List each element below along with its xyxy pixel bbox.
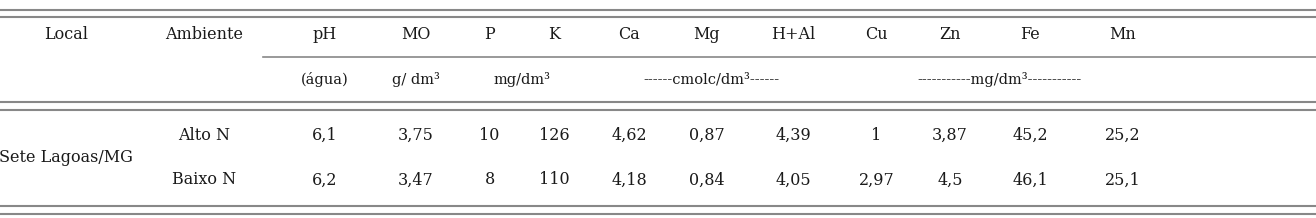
Text: pH: pH bbox=[313, 26, 337, 43]
Text: Baixo N: Baixo N bbox=[172, 171, 236, 188]
Text: Mn: Mn bbox=[1109, 26, 1136, 43]
Text: 4,39: 4,39 bbox=[775, 127, 812, 144]
Text: 6,2: 6,2 bbox=[312, 171, 338, 188]
Text: 10: 10 bbox=[479, 127, 500, 144]
Text: 46,1: 46,1 bbox=[1012, 171, 1049, 188]
Text: 0,87: 0,87 bbox=[688, 127, 725, 144]
Text: Mg: Mg bbox=[694, 26, 720, 43]
Text: -----------mg/dm³-----------: -----------mg/dm³----------- bbox=[917, 72, 1082, 87]
Text: P: P bbox=[484, 26, 495, 43]
Text: Sete Lagoas/MG: Sete Lagoas/MG bbox=[0, 149, 133, 166]
Text: Ca: Ca bbox=[619, 26, 640, 43]
Text: 3,75: 3,75 bbox=[397, 127, 434, 144]
Text: 25,1: 25,1 bbox=[1104, 171, 1141, 188]
Text: 2,97: 2,97 bbox=[858, 171, 895, 188]
Text: 110: 110 bbox=[538, 171, 570, 188]
Text: 45,2: 45,2 bbox=[1012, 127, 1049, 144]
Text: 4,62: 4,62 bbox=[611, 127, 647, 144]
Text: 0,84: 0,84 bbox=[688, 171, 725, 188]
Text: 1: 1 bbox=[871, 127, 882, 144]
Text: 4,05: 4,05 bbox=[775, 171, 812, 188]
Text: Fe: Fe bbox=[1020, 26, 1041, 43]
Text: 3,87: 3,87 bbox=[932, 127, 969, 144]
Text: Ambiente: Ambiente bbox=[164, 26, 243, 43]
Text: ------cmolc/dm³------: ------cmolc/dm³------ bbox=[644, 73, 779, 87]
Text: Alto N: Alto N bbox=[178, 127, 230, 144]
Text: g/ dm³: g/ dm³ bbox=[392, 72, 440, 87]
Text: MO: MO bbox=[401, 26, 430, 43]
Text: 8: 8 bbox=[484, 171, 495, 188]
Text: 126: 126 bbox=[538, 127, 570, 144]
Text: H+Al: H+Al bbox=[771, 26, 816, 43]
Text: (água): (água) bbox=[301, 72, 349, 87]
Text: mg/dm³: mg/dm³ bbox=[494, 72, 550, 87]
Text: 4,18: 4,18 bbox=[611, 171, 647, 188]
Text: 6,1: 6,1 bbox=[312, 127, 338, 144]
Text: K: K bbox=[547, 26, 561, 43]
Text: 25,2: 25,2 bbox=[1104, 127, 1141, 144]
Text: Zn: Zn bbox=[940, 26, 961, 43]
Text: 3,47: 3,47 bbox=[397, 171, 434, 188]
Text: Cu: Cu bbox=[865, 26, 888, 43]
Text: 4,5: 4,5 bbox=[937, 171, 963, 188]
Text: Local: Local bbox=[43, 26, 88, 43]
